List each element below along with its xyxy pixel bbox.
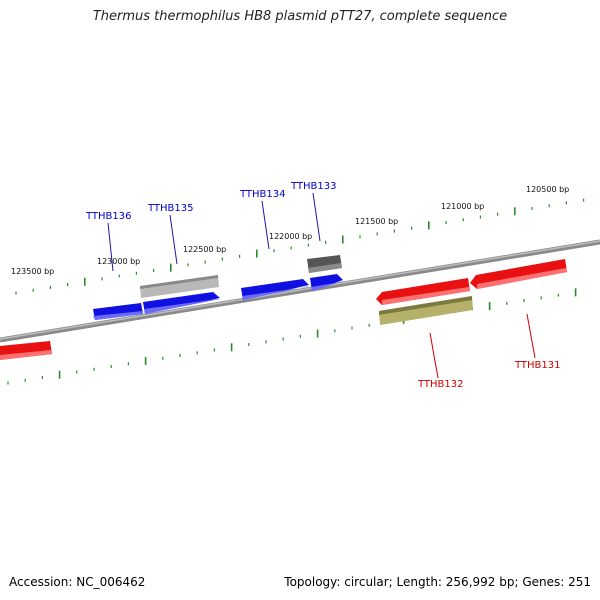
gene-tthb135-grey-feature[interactable] — [140, 275, 219, 298]
gene-tthb132[interactable] — [376, 278, 470, 305]
map-title: Thermus thermophilus HB8 plasmid pTT27, … — [92, 9, 508, 24]
bp-label: 122000 bp — [269, 232, 312, 241]
gene-tthb136[interactable] — [93, 303, 143, 320]
plasmid-backbone-highlight — [0, 240, 600, 340]
gene-tthb133-dark-feature[interactable] — [307, 255, 342, 273]
gene-label-tthb131[interactable]: TTHB131 — [514, 360, 561, 371]
accession-text: Accession: NC_006462 — [9, 575, 146, 589]
plasmid-backbone — [0, 239, 600, 343]
bp-label: 122500 bp — [183, 245, 226, 254]
leader-line-tthb136 — [107, 222, 114, 272]
bp-label: 121500 bp — [355, 217, 398, 226]
gene-tthb134[interactable] — [241, 279, 309, 300]
gene-label-tthb132[interactable]: TTHB132 — [417, 379, 464, 390]
gene-left-reverse[interactable] — [0, 341, 52, 360]
upper-tick-row — [15, 198, 585, 295]
bp-label: 123000 bp — [97, 257, 140, 266]
leader-line-tthb134 — [261, 200, 270, 250]
leader-line-tthb133 — [312, 192, 321, 242]
topology-summary: Topology: circular; Length: 256,992 bp; … — [284, 575, 591, 589]
bp-label: 121000 bp — [441, 202, 484, 211]
gene-label-tthb133[interactable]: TTHB133 — [290, 181, 337, 192]
lower-tick-row — [7, 288, 577, 385]
leader-line-tthb135 — [169, 214, 178, 265]
gene-tthb133[interactable] — [310, 274, 343, 291]
gene-tthb131[interactable] — [470, 259, 567, 289]
leader-line-tthb131 — [526, 313, 536, 359]
gene-label-tthb135[interactable]: TTHB135 — [147, 203, 194, 214]
leader-line-tthb132 — [429, 332, 439, 379]
bp-label: 123500 bp — [11, 267, 54, 276]
gene-label-tthb136[interactable]: TTHB136 — [85, 211, 132, 222]
gene-label-tthb134[interactable]: TTHB134 — [239, 189, 286, 200]
gene-tthb132-olive-feature[interactable] — [379, 296, 473, 325]
gene-tthb135[interactable] — [143, 292, 220, 314]
bp-label: 120500 bp — [526, 185, 569, 194]
